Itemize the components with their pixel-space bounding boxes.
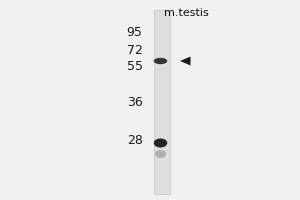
- Ellipse shape: [154, 138, 167, 148]
- Ellipse shape: [154, 58, 167, 64]
- Text: 28: 28: [127, 134, 142, 146]
- Text: 72: 72: [127, 45, 142, 58]
- Text: 95: 95: [127, 25, 142, 38]
- Text: 55: 55: [127, 60, 142, 72]
- Text: m.testis: m.testis: [164, 8, 208, 18]
- Ellipse shape: [155, 150, 166, 158]
- Polygon shape: [180, 57, 190, 65]
- Bar: [154, 10, 170, 194]
- Text: 36: 36: [127, 97, 142, 110]
